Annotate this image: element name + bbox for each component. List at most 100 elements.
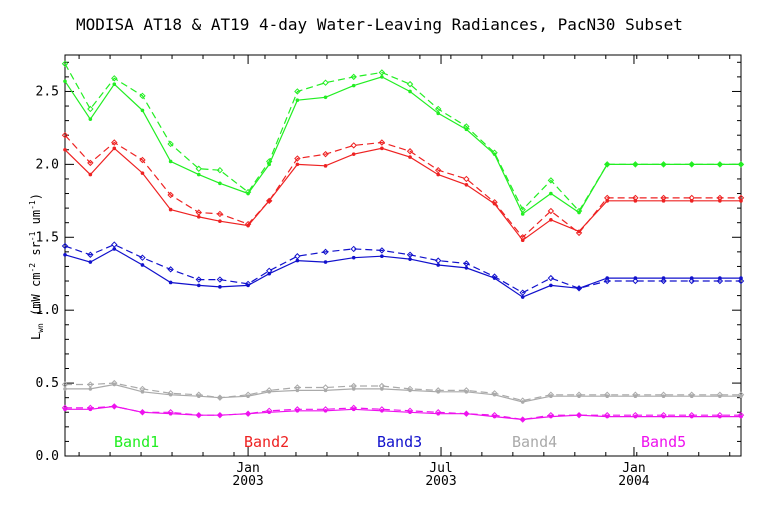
data-point-diamond xyxy=(350,404,357,412)
data-point-diamond xyxy=(491,149,498,156)
x-tick-month: Jan xyxy=(236,461,259,476)
data-point-diamond xyxy=(632,161,639,168)
y-tick-label: 1.5 xyxy=(36,230,59,245)
data-point-diamond xyxy=(61,60,69,67)
data-point xyxy=(380,75,384,79)
data-point-diamond xyxy=(139,409,146,416)
data-point-diamond xyxy=(266,407,273,415)
data-point-diamond xyxy=(216,276,224,283)
data-point-diamond xyxy=(111,75,118,82)
data-point-diamond xyxy=(575,229,583,237)
data-point-diamond xyxy=(244,391,252,398)
data-point-diamond xyxy=(378,382,386,390)
series-line-solid xyxy=(65,383,741,403)
data-point-diamond xyxy=(61,242,69,250)
data-point xyxy=(196,215,201,219)
data-point xyxy=(323,164,328,168)
data-point-diamond xyxy=(435,105,442,113)
data-point xyxy=(63,79,67,84)
data-point-diamond xyxy=(406,251,414,258)
data-point xyxy=(520,212,525,216)
data-point xyxy=(63,387,67,391)
data-point-diamond xyxy=(660,411,667,419)
data-point xyxy=(436,172,441,177)
data-point-diamond xyxy=(111,379,118,387)
data-point-diamond xyxy=(632,411,639,419)
data-point xyxy=(295,258,300,263)
data-point-diamond xyxy=(294,253,301,260)
data-point xyxy=(436,111,441,116)
data-point-diamond xyxy=(61,404,69,412)
data-point-diamond xyxy=(575,411,583,419)
data-point-diamond xyxy=(435,409,442,416)
data-point-diamond xyxy=(111,241,118,248)
series-line-dashed xyxy=(65,382,741,402)
series-band4 xyxy=(61,379,745,404)
data-point-diamond xyxy=(604,391,611,398)
data-point xyxy=(112,82,117,86)
data-point-diamond xyxy=(167,390,174,397)
data-point-diamond xyxy=(167,140,174,148)
data-point xyxy=(196,172,201,177)
data-point-diamond xyxy=(139,156,146,164)
data-point-diamond xyxy=(350,245,357,253)
data-point-diamond xyxy=(435,387,442,394)
data-point xyxy=(140,263,145,267)
legend-band5: Band5 xyxy=(641,433,686,451)
chart-title: MODISA AT18 & AT19 4-day Water-Leaving R… xyxy=(76,15,683,34)
data-point xyxy=(351,255,356,260)
data-point xyxy=(520,295,525,299)
data-point-diamond xyxy=(244,280,252,288)
data-point-diamond xyxy=(575,285,583,292)
data-point xyxy=(218,285,222,289)
data-point-diamond xyxy=(61,131,69,139)
data-point-diamond xyxy=(660,194,667,202)
data-point-diamond xyxy=(111,403,118,410)
y-axis-label: Lwn (mW cm-2 sr-1 um-1) xyxy=(28,193,45,340)
data-point xyxy=(739,394,743,399)
data-point-diamond xyxy=(688,194,695,202)
data-point xyxy=(661,394,666,399)
data-point-diamond xyxy=(350,382,357,390)
data-point xyxy=(88,117,93,121)
data-point-diamond xyxy=(632,391,639,398)
y-tick-label: 2.0 xyxy=(36,157,59,172)
x-tick-month: Jul xyxy=(429,461,452,476)
data-point-diamond xyxy=(575,391,583,398)
series-line-solid xyxy=(64,147,741,242)
data-point-diamond xyxy=(167,191,174,199)
data-point-diamond xyxy=(519,234,526,241)
data-point-diamond xyxy=(519,416,526,423)
data-point xyxy=(351,83,356,88)
data-point-diamond xyxy=(266,197,273,205)
data-point-diamond xyxy=(575,207,583,215)
data-point-diamond xyxy=(463,260,470,267)
data-point-diamond xyxy=(519,289,526,296)
x-tick-year: 2004 xyxy=(618,474,649,489)
data-point-diamond xyxy=(491,273,498,280)
data-point-diamond xyxy=(688,161,695,168)
y-tick-label: 0.0 xyxy=(36,449,59,464)
data-point-diamond xyxy=(547,411,555,419)
data-point xyxy=(246,223,250,228)
data-point xyxy=(577,210,581,215)
series-band3 xyxy=(61,241,745,299)
data-point xyxy=(492,152,497,156)
data-point-diamond xyxy=(604,194,611,202)
data-point-diamond xyxy=(322,384,329,391)
data-point-diamond xyxy=(406,80,414,88)
series-line-dashed xyxy=(65,405,741,421)
data-point xyxy=(246,191,250,196)
data-point-diamond xyxy=(632,277,639,285)
data-point-diamond xyxy=(688,391,695,398)
data-point-diamond xyxy=(435,257,442,264)
data-point xyxy=(323,260,328,264)
data-point xyxy=(88,172,93,177)
data-point xyxy=(168,280,173,285)
series-line-dashed xyxy=(64,63,741,212)
legend-band3: Band3 xyxy=(377,433,422,451)
data-point xyxy=(88,387,93,391)
y-tick-label: 2.5 xyxy=(36,84,59,99)
data-point xyxy=(323,408,328,413)
